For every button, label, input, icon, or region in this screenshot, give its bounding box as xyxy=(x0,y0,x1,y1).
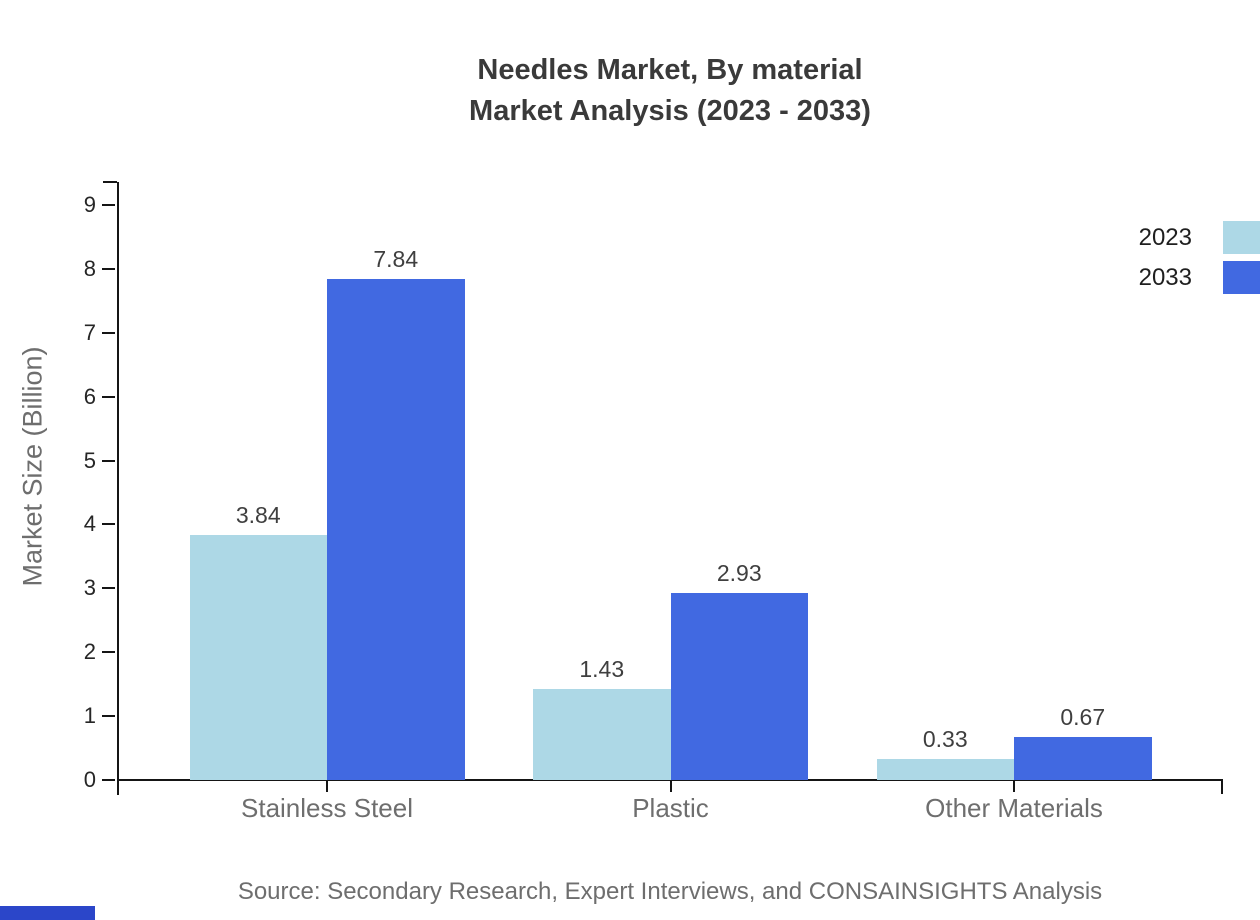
bar-2023-plastic xyxy=(533,688,671,780)
value-label-2033-other-materials: 0.67 xyxy=(1060,704,1106,731)
watermark-corner-strip xyxy=(0,906,95,920)
x-tick-mark xyxy=(669,781,672,792)
y-tick-label: 1 xyxy=(83,703,96,729)
source-note: Source: Secondary Research, Expert Inter… xyxy=(237,878,1103,905)
y-tick-mark xyxy=(102,651,115,654)
y-tick-label: 2 xyxy=(83,639,96,665)
x-tick-mark xyxy=(326,781,328,792)
y-tick-mark xyxy=(102,715,115,718)
y-tick-mark xyxy=(102,267,115,270)
y-tick-mark xyxy=(102,587,115,590)
value-label-2023-other-materials: 0.33 xyxy=(922,725,968,752)
legend-row-2023: 2023 xyxy=(1139,221,1260,254)
legend-swatch-2023 xyxy=(1223,221,1260,254)
y-axis-line xyxy=(117,182,119,795)
bar-2023-other-materials xyxy=(876,758,1014,780)
bar-2023-stainless-steel xyxy=(189,534,327,780)
bar-2033-plastic xyxy=(670,592,808,780)
y-axis-top-cap xyxy=(103,181,117,183)
x-category-label: Stainless Steel xyxy=(241,793,413,823)
y-tick-mark xyxy=(102,331,115,334)
x-category-label: Other Materials xyxy=(925,793,1103,823)
y-tick-mark xyxy=(102,459,115,462)
legend-label-2023: 2023 xyxy=(1138,223,1192,251)
value-label-2033-stainless-steel: 7.84 xyxy=(373,246,419,273)
x-axis-end-cap xyxy=(1221,779,1223,794)
y-tick-label: 5 xyxy=(83,447,96,473)
x-axis-line xyxy=(117,779,1223,781)
y-tick-label: 9 xyxy=(83,192,96,217)
value-label-2033-plastic: 2.93 xyxy=(716,559,762,586)
y-tick-label: 8 xyxy=(83,255,96,281)
chart-title-line1: Needles Market, By material xyxy=(477,54,863,86)
y-tick-mark xyxy=(102,395,115,398)
x-category-label: Plastic xyxy=(632,793,709,823)
y-tick-mark xyxy=(102,523,115,526)
y-tick-label: 7 xyxy=(83,319,96,345)
chart-title-line2: Market Analysis (2023 - 2033) xyxy=(469,95,871,127)
y-tick-label: 4 xyxy=(83,511,96,537)
bar-2033-stainless-steel xyxy=(327,279,465,780)
legend-label-2033: 2033 xyxy=(1138,263,1192,291)
y-tick-label: 3 xyxy=(83,575,96,601)
y-tick-label: 0 xyxy=(83,767,96,792)
y-tick-label: 6 xyxy=(83,383,96,409)
legend: 2023 2033 xyxy=(1139,221,1260,294)
value-label-2023-stainless-steel: 3.84 xyxy=(235,501,281,528)
x-tick-mark xyxy=(1013,781,1015,792)
y-tick-mark xyxy=(102,204,115,206)
value-label-2023-plastic: 1.43 xyxy=(579,655,625,682)
legend-row-2033: 2033 xyxy=(1139,261,1260,294)
bar-2033-other-materials xyxy=(1014,737,1152,780)
y-tick-mark xyxy=(102,779,115,781)
chart-title: Needles Market, By material Market Analy… xyxy=(140,50,1200,132)
legend-swatch-2033 xyxy=(1223,261,1260,294)
